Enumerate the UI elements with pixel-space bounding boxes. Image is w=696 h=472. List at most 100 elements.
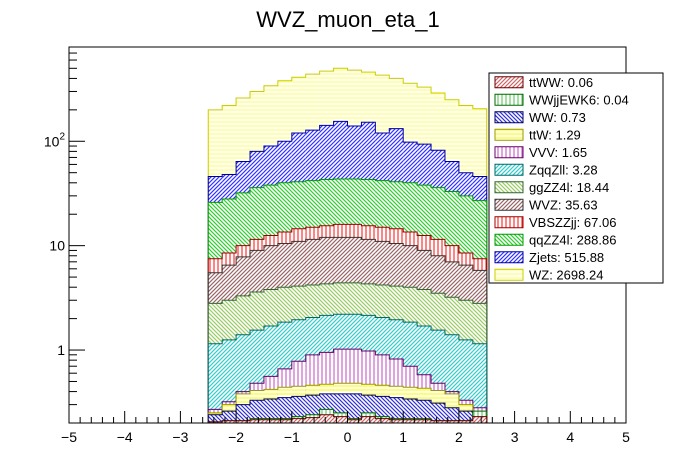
outline-WW: [207, 393, 488, 423]
bar-ttWW: [458, 420, 473, 423]
bar-ttWW: [236, 420, 251, 423]
bar-ttWW: [472, 416, 487, 423]
legend-label: ttW: 1.29: [529, 127, 581, 142]
bar-ttWW: [319, 414, 334, 423]
bar-ZqqZll: [208, 343, 223, 423]
bar-WW: [458, 411, 473, 423]
bar-ttWW: [305, 417, 320, 423]
legend-entry: ZqqZll: 3.28: [494, 162, 598, 177]
bar-WW: [389, 397, 404, 423]
legend-swatch: [494, 216, 524, 229]
legend-swatch: [494, 251, 524, 264]
legend-entry: VVV: 1.65: [494, 145, 587, 160]
legend-label: WWjjEWK6: 0.04: [529, 92, 629, 107]
x-tick-label: −3: [172, 429, 188, 445]
legend-entry: WVZ: 35.63: [494, 197, 598, 212]
bar-ZqqZll: [472, 343, 487, 423]
legend-box: [488, 72, 664, 284]
legend-swatch: [494, 163, 524, 176]
bar-WW: [431, 403, 445, 423]
x-tick-label: 5: [622, 429, 630, 445]
legend-entry: WW: 0.73: [494, 110, 586, 125]
bar-ttWW: [250, 419, 264, 423]
bar-ttWW: [277, 419, 292, 423]
bar-ttWW: [389, 419, 404, 423]
bar-ttWW: [403, 419, 418, 423]
legend-label: WVZ: 35.63: [529, 197, 598, 212]
legend-entry: ggZZ4l: 18.44: [494, 180, 609, 195]
legend-swatch: [494, 76, 524, 89]
bar-ttWW: [347, 419, 362, 423]
x-tick-label: −2: [228, 429, 244, 445]
x-tick-label: 3: [511, 429, 519, 445]
outline-qqZZ4l: [207, 178, 488, 423]
bar-ttWW: [222, 420, 237, 423]
y-tick-label: 1: [57, 342, 65, 358]
bar-WW: [236, 404, 251, 423]
legend-label: qqZZ4l: 288.86: [529, 232, 616, 247]
chart-title: WVZ_muon_eta_1: [256, 7, 439, 32]
legend-entry: ttW: 1.29: [494, 127, 581, 142]
bar-WW: [403, 398, 418, 423]
x-tick-label: 4: [566, 429, 574, 445]
legend-swatch: [494, 93, 524, 106]
legend-entry: WWjjEWK6: 0.04: [494, 92, 629, 107]
y-tick-base: 10: [44, 133, 60, 149]
x-tick-label: 1: [399, 429, 407, 445]
bar-ttWW: [263, 419, 278, 423]
legend-swatch: [494, 181, 524, 194]
legend-label: VBSZZjj: 67.06: [529, 215, 616, 230]
outline-ZqqZll: [207, 313, 488, 423]
legend-swatch: [494, 268, 524, 281]
legend-label: ggZZ4l: 18.44: [529, 180, 609, 195]
bar-ttWW: [361, 416, 376, 423]
legend-swatch: [494, 111, 524, 124]
bar-WW: [222, 411, 237, 423]
x-tick-label: 2: [455, 429, 463, 445]
bar-WW: [263, 398, 278, 423]
legend-entry: qqZZ4l: 288.86: [494, 232, 616, 247]
bar-ttWW: [431, 420, 445, 423]
x-tick-label: −5: [61, 429, 77, 445]
bar-ttWW: [208, 421, 223, 423]
x-tick-label: −4: [117, 429, 133, 445]
legend-label: WW: 0.73: [529, 110, 586, 125]
legend-label: ttWW: 0.06: [529, 75, 593, 90]
y-tick-exponent: 2: [59, 131, 65, 142]
legend-entry: WZ: 2698.24: [494, 267, 603, 282]
outline-ggZZ4l: [207, 282, 488, 423]
legend-entry: ttWW: 0.06: [494, 75, 593, 90]
outline-ttW: [207, 382, 488, 423]
outline-VVV: [207, 348, 488, 423]
bar-WW: [208, 414, 223, 423]
y-tick-label: 102: [44, 131, 66, 149]
bar-ttWW: [333, 416, 348, 423]
x-tick-label: −1: [284, 429, 300, 445]
legend: ttWW: 0.06 WWjjEWK6: 0.04 WW: 0.73 ttW: 1.2…: [488, 72, 664, 284]
bar-ttWW: [417, 419, 432, 423]
legend-swatch: [494, 146, 524, 159]
outline-WVZ: [207, 236, 488, 423]
legend-label: WZ: 2698.24: [529, 267, 603, 282]
bar-WW: [444, 407, 459, 423]
bar-ttWW: [375, 418, 390, 423]
bar-ttWW: [291, 418, 306, 423]
stacked-bars: [207, 67, 488, 424]
x-tick-label: 0: [344, 429, 352, 445]
legend-label: ZqqZll: 3.28: [529, 162, 598, 177]
bar-WW: [347, 393, 362, 423]
legend-label: Zjets: 515.88: [529, 250, 604, 265]
series-ttWW: [207, 414, 488, 423]
legend-swatch: [494, 233, 524, 246]
outline-VBSZZjj: [207, 223, 488, 423]
y-tick-label: 10: [49, 238, 65, 254]
bar-WW: [417, 400, 432, 423]
outline-Zjets: [207, 120, 488, 423]
bar-ttWW: [444, 420, 459, 423]
outline-WZ: [207, 67, 488, 423]
legend-label: VVV: 1.65: [529, 145, 587, 160]
legend-entry: Zjets: 515.88: [494, 250, 604, 265]
bar-WW: [250, 400, 264, 423]
